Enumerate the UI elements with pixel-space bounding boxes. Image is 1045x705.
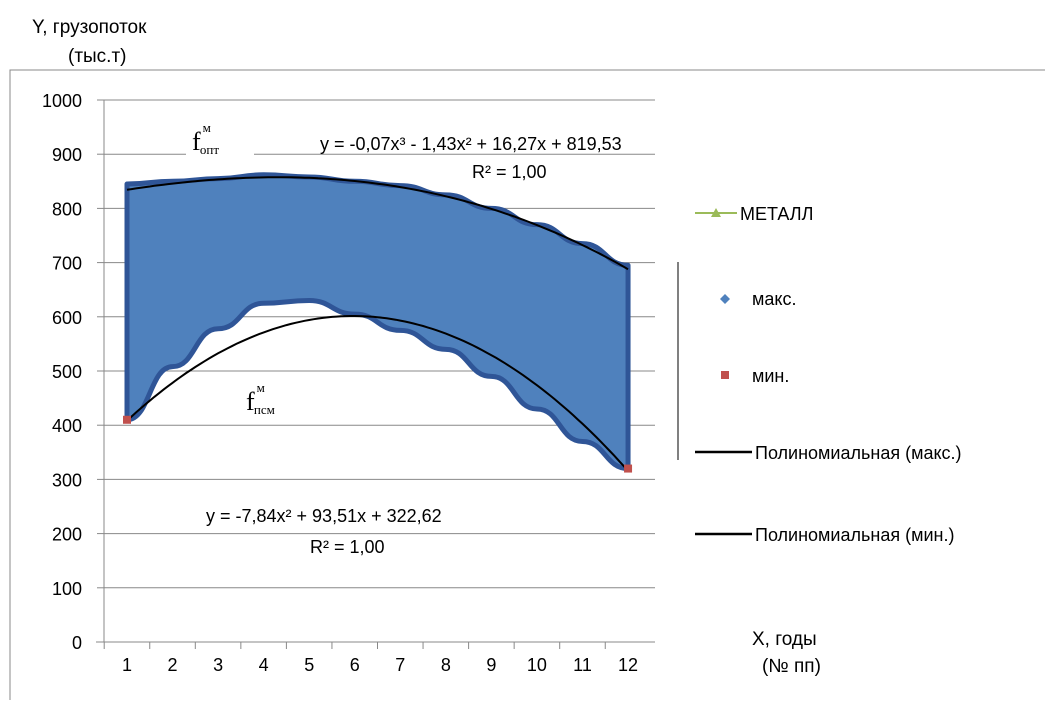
- y-tick-label: 400: [52, 416, 82, 436]
- y-tick-labels: 0 100 200 300 400 500 600 700 800 900 1000: [42, 91, 82, 653]
- optimal-zone-area: [124, 172, 631, 472]
- y-tick-label: 300: [52, 470, 82, 490]
- x-axis-title-line2: (№ пп): [762, 656, 821, 677]
- legend-label-max: макс.: [752, 289, 796, 309]
- x-tick-label: 2: [168, 655, 178, 675]
- x-tick-label: 5: [304, 655, 314, 675]
- x-tick-label: 10: [527, 655, 547, 675]
- min-marker: [624, 464, 633, 473]
- y-tick-label: 0: [72, 633, 82, 653]
- x-tick-label: 7: [395, 655, 405, 675]
- y-axis-title-line2: (тыс.т): [68, 46, 127, 67]
- x-tick-label: 6: [350, 655, 360, 675]
- legend: МЕТАЛЛ макс. мин. Полиномиальная (макс.)…: [695, 204, 962, 545]
- x-axis-title-line1: X, годы: [752, 629, 817, 650]
- y-tick-label: 200: [52, 525, 82, 545]
- legend-label-metall: МЕТАЛЛ: [740, 204, 813, 224]
- legend-square-icon: [721, 371, 729, 379]
- y-tick-label: 900: [52, 145, 82, 165]
- legend-item-trend-min: Полиномиальная (мин.): [695, 525, 954, 545]
- x-tick-label: 4: [259, 655, 269, 675]
- y-tick-label: 600: [52, 308, 82, 328]
- min-marker: [123, 415, 131, 424]
- y-tick-label: 1000: [42, 91, 82, 111]
- x-tick-label: 11: [573, 655, 592, 675]
- x-tick-label: 8: [441, 655, 451, 675]
- legend-item-min: мин.: [721, 366, 789, 386]
- chart-frame: [9, 69, 1045, 700]
- x-tick-label: 9: [486, 655, 496, 675]
- x-tick-label: 3: [213, 655, 223, 675]
- trendline-max: [126, 176, 629, 271]
- y-tick-label: 800: [52, 199, 82, 219]
- legend-item-metall: МЕТАЛЛ: [695, 204, 813, 224]
- legend-triangle-icon: [711, 208, 721, 217]
- equation-top: y = -0,07x³ - 1,43x² + 16,27x + 819,53: [320, 134, 622, 154]
- y-tick-label: 700: [52, 254, 82, 274]
- legend-item-max: макс.: [720, 289, 796, 309]
- legend-diamond-icon: [720, 294, 730, 304]
- trendline-min: [126, 315, 629, 472]
- y-axis-title-line1: Y, грузопоток: [32, 17, 147, 38]
- f-opt-label-bg: [186, 118, 254, 158]
- x-tick-label: 1: [122, 655, 132, 675]
- r2-top: R² = 1,00: [472, 162, 547, 182]
- y-tick-label: 100: [52, 579, 82, 599]
- x-tick-label: 12: [618, 655, 638, 675]
- r2-bottom: R² = 1,00: [310, 537, 385, 557]
- equation-bottom: y = -7,84x² + 93,51x + 322,62: [206, 506, 442, 526]
- x-tick-labels: 1 2 3 4 5 6 7 8 9 10 11 12: [103, 642, 638, 675]
- f-opt-label: f м опт: [192, 120, 219, 157]
- legend-label-trend-max: Полиномиальная (макс.): [755, 443, 962, 463]
- legend-label-trend-min: Полиномиальная (мин.): [755, 525, 954, 545]
- legend-label-min: мин.: [752, 366, 789, 386]
- f-psm-label: f м псм: [246, 380, 275, 417]
- f-psm-label-bg: [240, 378, 302, 422]
- legend-item-trend-max: Полиномиальная (макс.): [695, 443, 962, 463]
- point-markers: [123, 415, 633, 473]
- y-tick-label: 500: [52, 362, 82, 382]
